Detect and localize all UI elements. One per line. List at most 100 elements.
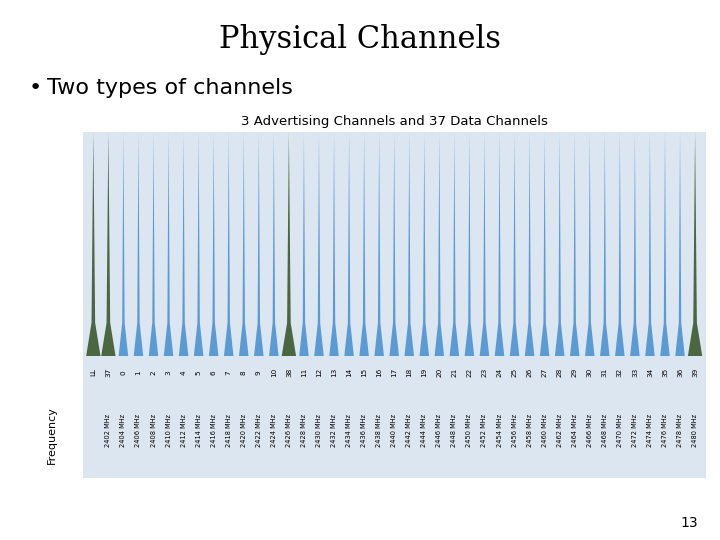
Text: 2420 MHz: 2420 MHz [240, 414, 247, 447]
Text: 2404 MHz: 2404 MHz [120, 414, 127, 447]
Text: 27: 27 [541, 368, 548, 377]
Polygon shape [555, 132, 564, 356]
Polygon shape [269, 132, 279, 356]
Text: 2450 MHz: 2450 MHz [467, 414, 472, 447]
Text: 2: 2 [150, 370, 156, 375]
Polygon shape [510, 132, 519, 356]
Text: 20: 20 [436, 368, 442, 377]
Text: 12: 12 [316, 368, 322, 377]
Text: 31: 31 [602, 368, 608, 377]
Text: 39: 39 [692, 368, 698, 377]
Polygon shape [134, 132, 143, 356]
Polygon shape [224, 132, 233, 356]
Text: 17: 17 [391, 368, 397, 377]
Text: 19: 19 [421, 368, 427, 377]
Polygon shape [314, 132, 324, 356]
Polygon shape [239, 132, 248, 356]
Polygon shape [390, 132, 399, 356]
Polygon shape [420, 132, 429, 356]
Text: 2476 MHz: 2476 MHz [662, 414, 668, 447]
Polygon shape [480, 132, 490, 356]
Text: 37: 37 [105, 368, 112, 377]
Text: •: • [29, 78, 42, 98]
Text: 35: 35 [662, 368, 668, 377]
Text: 2470 MHz: 2470 MHz [617, 414, 623, 447]
Polygon shape [344, 132, 354, 356]
Polygon shape [600, 132, 610, 356]
Text: 2418 MHz: 2418 MHz [226, 414, 232, 447]
Text: 2478 MHz: 2478 MHz [677, 414, 683, 447]
Text: 14: 14 [346, 368, 352, 377]
Text: 2466 MHz: 2466 MHz [587, 414, 593, 447]
Polygon shape [675, 132, 685, 356]
Polygon shape [645, 132, 654, 356]
Text: 1: 1 [135, 370, 141, 375]
Text: 38: 38 [286, 368, 292, 377]
Text: 2462 MHz: 2462 MHz [557, 414, 562, 447]
Text: 2426 MHz: 2426 MHz [286, 414, 292, 447]
Title: 3 Advertising Channels and 37 Data Channels: 3 Advertising Channels and 37 Data Chann… [240, 116, 548, 129]
Polygon shape [179, 132, 189, 356]
Text: 2468 MHz: 2468 MHz [602, 414, 608, 447]
Text: 36: 36 [677, 368, 683, 377]
Polygon shape [149, 132, 158, 356]
Text: 2430 MHz: 2430 MHz [316, 414, 322, 447]
Polygon shape [525, 132, 534, 356]
Text: 2436 MHz: 2436 MHz [361, 414, 367, 447]
Text: LL: LL [90, 368, 96, 376]
Text: 2440 MHz: 2440 MHz [391, 414, 397, 447]
Text: 13: 13 [681, 516, 698, 530]
Text: 2464 MHz: 2464 MHz [572, 414, 577, 447]
Polygon shape [434, 132, 444, 356]
Polygon shape [540, 132, 549, 356]
Text: 2424 MHz: 2424 MHz [271, 414, 277, 447]
Text: 2442 MHz: 2442 MHz [406, 414, 413, 447]
Polygon shape [194, 132, 204, 356]
Polygon shape [163, 132, 174, 356]
Text: 2416 MHz: 2416 MHz [211, 414, 217, 447]
Text: 2432 MHz: 2432 MHz [331, 414, 337, 447]
Polygon shape [329, 132, 339, 356]
Text: 2414 MHz: 2414 MHz [196, 414, 202, 447]
Text: 16: 16 [376, 368, 382, 377]
Text: Two types of channels: Two types of channels [47, 78, 292, 98]
Text: 2410 MHz: 2410 MHz [166, 414, 171, 447]
Polygon shape [374, 132, 384, 356]
Polygon shape [101, 132, 116, 356]
Polygon shape [688, 132, 702, 356]
Polygon shape [209, 132, 218, 356]
Text: 11: 11 [301, 368, 307, 377]
Text: 2406 MHz: 2406 MHz [135, 414, 141, 447]
Text: 2448 MHz: 2448 MHz [451, 414, 457, 447]
Polygon shape [464, 132, 474, 356]
Text: 2446 MHz: 2446 MHz [436, 414, 442, 447]
Text: 2428 MHz: 2428 MHz [301, 414, 307, 447]
Text: 13: 13 [331, 368, 337, 377]
Text: 8: 8 [240, 370, 247, 375]
Text: Physical Channels: Physical Channels [219, 24, 501, 55]
Polygon shape [570, 132, 580, 356]
Polygon shape [299, 132, 309, 356]
Polygon shape [282, 132, 296, 356]
Text: 26: 26 [526, 368, 533, 377]
Text: 28: 28 [557, 368, 562, 377]
Text: 4: 4 [181, 370, 186, 375]
Text: 2408 MHz: 2408 MHz [150, 414, 156, 447]
Text: 6: 6 [211, 370, 217, 375]
Text: 21: 21 [451, 368, 457, 377]
Text: 2474 MHz: 2474 MHz [647, 414, 653, 447]
Text: 24: 24 [497, 368, 503, 377]
Text: 2452 MHz: 2452 MHz [482, 414, 487, 447]
Text: 2458 MHz: 2458 MHz [526, 414, 533, 447]
Text: 33: 33 [632, 368, 638, 377]
Text: Frequency: Frequency [47, 406, 57, 464]
Polygon shape [660, 132, 670, 356]
Polygon shape [254, 132, 264, 356]
Text: 7: 7 [226, 370, 232, 375]
Text: 3: 3 [166, 370, 171, 375]
Text: 2412 MHz: 2412 MHz [181, 414, 186, 447]
Polygon shape [630, 132, 639, 356]
Text: 2434 MHz: 2434 MHz [346, 414, 352, 447]
Polygon shape [119, 132, 128, 356]
Text: 2456 MHz: 2456 MHz [511, 414, 518, 447]
